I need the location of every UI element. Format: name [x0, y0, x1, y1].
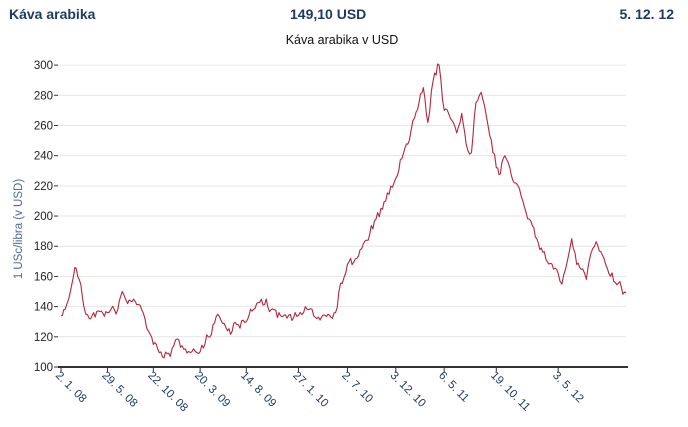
x-tick-label: 2. 1. 08 — [53, 370, 89, 406]
x-tick-label: 20. 3. 09 — [192, 370, 232, 410]
x-tick-label: 19. 10. 11 — [488, 370, 532, 414]
quote-date: 5. 12. 12 — [619, 6, 675, 22]
x-tick-label: 2. 7. 10 — [339, 370, 375, 406]
x-axis-ticks: 2. 1. 08 29. 5. 08 22. 10. 08 20. 3. 09 14. … — [53, 367, 586, 414]
y-tick-label: 180 — [34, 241, 53, 253]
y-tick-label: 100 — [34, 362, 53, 374]
chart-title: Káva arabika v USD — [286, 33, 399, 47]
grid — [58, 64, 626, 338]
y-tick-label: 260 — [34, 120, 53, 132]
y-tick-label: 160 — [34, 271, 53, 283]
series-layer — [60, 63, 627, 359]
y-tick-label: 300 — [34, 60, 53, 72]
y-axis-ticks: 100 120 140 160 180 200 220 240 260 280 300 — [34, 60, 58, 374]
y-tick-label: 200 — [34, 211, 53, 223]
x-tick-label: 3. 12. 10 — [388, 370, 428, 410]
commodity-name: Káva arabika — [9, 6, 96, 22]
x-tick-label: 14. 8. 09 — [238, 370, 278, 410]
y-tick-label: 220 — [34, 181, 53, 193]
x-tick-label: 27. 1. 10 — [290, 370, 330, 410]
y-tick-label: 120 — [34, 332, 53, 344]
y-axis-label: 1 USc/libra (v USD) — [13, 179, 25, 279]
y-tick-label: 140 — [34, 302, 53, 314]
x-tick-label: 3. 5. 12 — [550, 370, 586, 406]
y-tick-label: 280 — [34, 90, 53, 102]
x-tick-label: 22. 10. 08 — [145, 370, 190, 415]
current-price: 149,10 USD — [290, 6, 367, 22]
y-tick-label: 240 — [34, 151, 53, 163]
x-tick-label: 29. 5. 08 — [99, 370, 139, 410]
price-series-line — [60, 63, 627, 359]
x-tick-label: 6. 5. 11 — [436, 370, 471, 405]
